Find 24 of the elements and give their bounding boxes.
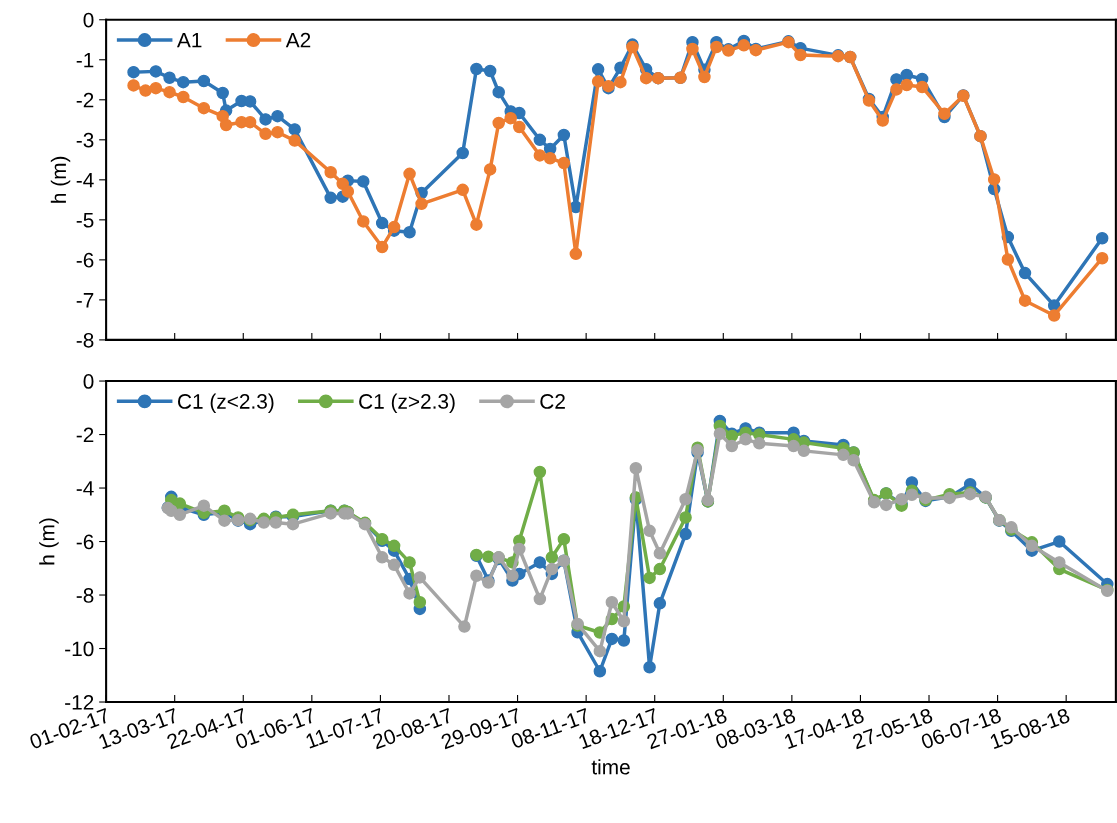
y-tick-label: -5 xyxy=(76,213,94,228)
y-tick-label: 0 xyxy=(83,12,94,28)
y-tick-label: -12 xyxy=(65,695,94,710)
y-tick-label: -10 xyxy=(65,641,94,657)
legend-label: C2 xyxy=(540,394,565,409)
y-axis-title: h (m) xyxy=(39,518,59,565)
y-tick-label: -7 xyxy=(76,293,94,308)
y-tick-label: -8 xyxy=(76,332,94,348)
x-axis-title: time xyxy=(591,759,630,775)
y-tick-label: 0 xyxy=(83,374,94,389)
y-tick-label: -6 xyxy=(76,534,94,550)
legend-label: A2 xyxy=(285,32,311,48)
y-axis-title: h (m) xyxy=(50,156,71,203)
y-tick-label: -4 xyxy=(76,481,94,496)
y-tick-label: -3 xyxy=(76,132,94,148)
y-tick-label: -4 xyxy=(76,173,94,188)
y-tick-label: -6 xyxy=(76,252,94,268)
legend-label: A1 xyxy=(176,33,202,48)
y-tick-label: -8 xyxy=(76,588,94,603)
y-tick-label: -2 xyxy=(76,92,94,108)
y-tick-label: -2 xyxy=(76,427,94,443)
legend-label: C1 (z>2.3) xyxy=(359,393,455,413)
y-tick-label: -1 xyxy=(76,52,94,68)
legend-label: C1 (z<2.3) xyxy=(178,393,274,413)
